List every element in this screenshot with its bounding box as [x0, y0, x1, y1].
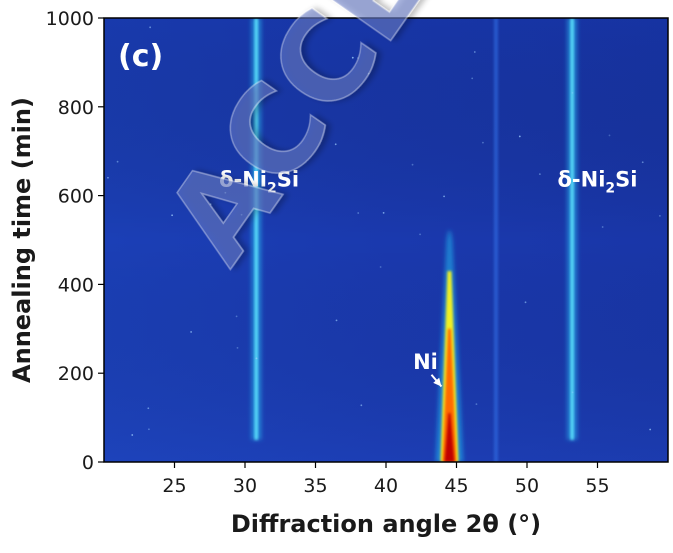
y-tick-label: 400: [58, 274, 94, 296]
noise-speck: [571, 91, 574, 94]
noise-speck: [148, 428, 150, 431]
noise-speck: [379, 266, 382, 268]
peak-weak-3: [493, 18, 498, 462]
x-axis-label: Diffraction angle 2θ (°): [231, 510, 541, 538]
noise-speck: [131, 434, 134, 436]
y-tick-label: 600: [58, 186, 94, 208]
noise-speck: [518, 135, 521, 138]
peaks-layer: [251, 18, 578, 462]
peak-ni2si-0: [251, 18, 262, 440]
x-axis: 25 30 35 40 45 50 55: [162, 462, 610, 497]
noise-speck: [367, 72, 370, 75]
annotation-label: δ-Ni2Si: [219, 168, 299, 197]
noise-layer: [107, 26, 661, 436]
noise-speck: [235, 315, 238, 318]
noise-speck: [475, 403, 478, 405]
noise-speck: [171, 214, 174, 217]
x-tick-label: 55: [585, 475, 609, 497]
noise-speck: [116, 160, 119, 163]
noise-speck: [482, 141, 484, 144]
noise-speck: [107, 176, 109, 179]
noise-speck: [236, 347, 239, 349]
noise-speck: [649, 428, 652, 431]
noise-speck: [658, 214, 661, 217]
noise-speck: [255, 357, 258, 360]
annotation-label: δ-Ni2Si: [558, 168, 638, 197]
x-tick-label: 45: [444, 475, 468, 497]
noise-speck: [411, 163, 414, 166]
y-axis-label: Annealing time (min): [8, 97, 36, 383]
peak-ni: [435, 230, 464, 462]
y-axis: 0 200 400 600 800 1000: [46, 8, 104, 474]
y-tick-label: 800: [58, 97, 94, 119]
noise-speck: [641, 161, 644, 164]
x-tick-label: 40: [374, 475, 398, 497]
noise-speck: [240, 213, 243, 216]
noise-speck: [334, 143, 337, 146]
noise-speck: [473, 51, 476, 53]
ni-arrow-head: [433, 377, 442, 387]
panel-label: (c): [118, 39, 163, 74]
noise-speck: [471, 77, 474, 80]
noise-speck: [335, 319, 338, 322]
noise-speck: [538, 173, 541, 176]
x-tick-label: 25: [162, 475, 186, 497]
noise-speck: [443, 195, 445, 198]
y-tick-label: 0: [82, 452, 94, 474]
annotation-label: Ni: [413, 350, 438, 374]
x-tick-label: 35: [303, 475, 327, 497]
noise-speck: [357, 57, 359, 59]
x-tick-label: 50: [515, 475, 539, 497]
annotations-layer: δ-Ni2Si δ-Ni2Si Ni: [219, 168, 638, 388]
noise-speck: [224, 191, 227, 194]
noise-speck: [608, 134, 611, 137]
noise-speck: [147, 407, 150, 410]
noise-speck: [360, 404, 363, 407]
x-tick-label: 30: [233, 475, 257, 497]
y-tick-label: 200: [58, 363, 94, 385]
noise-speck: [357, 212, 360, 214]
noise-speck: [524, 301, 527, 304]
noise-speck: [382, 211, 385, 214]
noise-speck: [351, 56, 354, 59]
noise-speck: [571, 391, 574, 394]
noise-speck: [149, 26, 152, 29]
noise-speck: [209, 203, 212, 206]
y-tick-label: 1000: [46, 8, 94, 30]
noise-speck: [190, 331, 193, 333]
peak-ni2si-1: [567, 18, 578, 440]
noise-speck: [419, 233, 421, 236]
noise-speck: [601, 226, 604, 228]
plot-area: [104, 18, 668, 462]
